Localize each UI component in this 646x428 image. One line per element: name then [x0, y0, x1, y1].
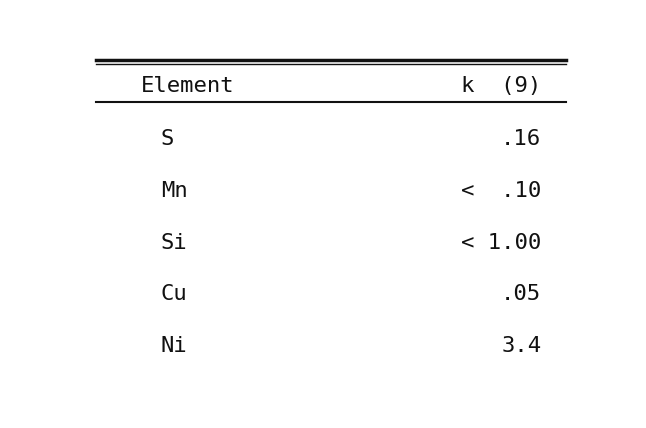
Text: S: S: [161, 129, 174, 149]
Text: k  (9): k (9): [461, 76, 541, 96]
Text: Cu: Cu: [161, 284, 187, 303]
Text: 3.4: 3.4: [501, 336, 541, 357]
Text: <  .10: < .10: [461, 181, 541, 202]
Text: Ni: Ni: [161, 336, 187, 357]
Text: .16: .16: [501, 129, 541, 149]
Text: Si: Si: [161, 232, 187, 253]
Text: Element: Element: [141, 76, 234, 96]
Text: Mn: Mn: [161, 181, 187, 202]
Text: < 1.00: < 1.00: [461, 232, 541, 253]
Text: .05: .05: [501, 284, 541, 303]
